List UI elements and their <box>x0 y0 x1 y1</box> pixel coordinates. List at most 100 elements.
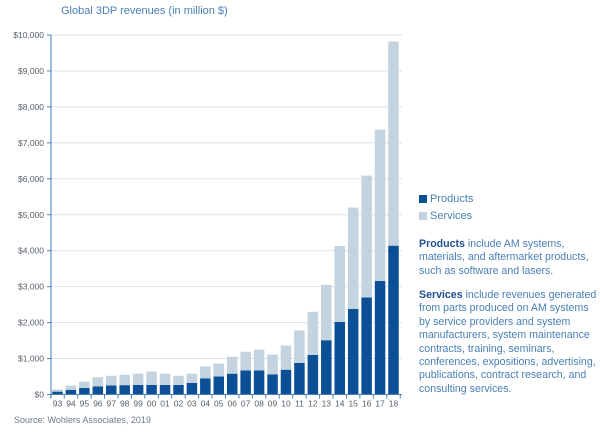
y-tick-label: $9,000 <box>18 66 44 76</box>
legend: Products Services <box>419 190 473 224</box>
bar-services-05 <box>213 363 225 377</box>
x-tick-label: 94 <box>66 399 76 409</box>
x-tick-label: 01 <box>160 399 170 409</box>
bar-products-17 <box>374 280 386 395</box>
bar-products-96 <box>92 386 104 395</box>
x-tick-label: 18 <box>389 399 399 409</box>
bar-services-97 <box>106 375 117 386</box>
x-tick-label: 14 <box>335 399 345 409</box>
bar-services-14 <box>334 246 345 322</box>
x-tick-label: 99 <box>133 399 143 409</box>
bar-products-03 <box>186 382 198 395</box>
bar-services-98 <box>119 374 130 386</box>
bar-products-14 <box>334 321 345 395</box>
legend-swatch-products <box>419 194 427 203</box>
services-term: Services <box>419 289 463 301</box>
bar-products-10 <box>280 369 292 395</box>
x-tick-label: 10 <box>281 399 291 409</box>
bar-services-00 <box>146 371 157 385</box>
bar-services-17 <box>374 129 386 281</box>
x-tick-label: 95 <box>80 399 90 409</box>
x-tick-label: 09 <box>268 399 278 409</box>
bar-products-09 <box>267 374 278 395</box>
bar-services-99 <box>132 373 144 385</box>
chart-title: Global 3DP revenues (in million $) <box>61 5 228 17</box>
bar-products-99 <box>132 384 144 395</box>
services-description: include revenues generated from parts pr… <box>419 289 597 395</box>
bar-services-01 <box>159 373 171 385</box>
services-definition: Services include revenues generated from… <box>419 289 599 396</box>
bar-products-04 <box>200 378 211 395</box>
bar-services-07 <box>240 351 251 371</box>
x-tick-label: 08 <box>254 399 264 409</box>
bar-products-08 <box>253 370 265 395</box>
bar-products-00 <box>146 384 157 395</box>
bar-services-02 <box>173 375 184 385</box>
products-definition: Products include AM systems, materials, … <box>419 238 599 278</box>
y-tick-label: $8,000 <box>18 102 44 112</box>
bar-services-06 <box>226 356 238 374</box>
bar-services-04 <box>200 366 211 379</box>
x-tick-label: 00 <box>147 399 157 409</box>
bar-services-93 <box>52 389 63 392</box>
y-tick-label: $1,000 <box>18 354 44 364</box>
bar-products-13 <box>321 340 332 395</box>
x-tick-label: 16 <box>362 399 372 409</box>
bar-services-18 <box>388 41 399 246</box>
bar-products-93 <box>52 391 63 395</box>
bar-services-96 <box>92 377 104 387</box>
bar-services-08 <box>253 349 265 371</box>
bar-products-11 <box>294 362 305 395</box>
legend-label-products: Products <box>430 192 474 205</box>
bar-services-15 <box>347 207 359 309</box>
x-tick-label: 04 <box>201 399 211 409</box>
x-tick-label: 02 <box>174 399 184 409</box>
products-description: include AM systems, materials, and after… <box>419 238 589 277</box>
x-tick-label: 98 <box>120 399 130 409</box>
bar-products-05 <box>213 376 225 395</box>
bar-products-98 <box>119 385 130 395</box>
x-tick-label: 93 <box>53 399 63 409</box>
bar-services-12 <box>307 311 319 355</box>
bar-products-02 <box>173 384 184 395</box>
y-axis-tick-labels: $0 $1,000 $2,000 $3,000 $4,000 $5,000 $6,000 $7… <box>13 30 44 400</box>
bar-services-09 <box>267 354 278 375</box>
legend-item-products: Products <box>419 190 473 207</box>
bar-products-12 <box>307 354 319 395</box>
bars <box>52 41 399 395</box>
bar-services-11 <box>294 330 305 363</box>
y-tick-label: $7,000 <box>18 138 44 148</box>
x-tick-label: 11 <box>295 399 304 409</box>
bar-products-01 <box>159 384 171 395</box>
bar-products-07 <box>240 370 251 395</box>
x-tick-label: 12 <box>308 399 318 409</box>
legend-item-services: Services <box>419 207 473 224</box>
y-tick-label: $10,000 <box>13 30 44 40</box>
legend-swatch-services <box>419 211 427 220</box>
bar-services-94 <box>65 385 77 390</box>
y-tick-label: $2,000 <box>18 318 44 328</box>
x-tick-label: 17 <box>375 399 385 409</box>
bar-products-97 <box>106 385 117 395</box>
y-tick-label: $6,000 <box>18 174 44 184</box>
x-tick-label: 03 <box>187 399 197 409</box>
x-axis-ticks: 93 94 95 96 97 98 99 00 01 02 03 04 05 06 07 08 09 10 11 12… <box>50 394 401 409</box>
x-tick-label: 15 <box>348 399 358 409</box>
bar-services-03 <box>186 373 198 383</box>
x-tick-label: 13 <box>322 399 332 409</box>
bar-services-16 <box>361 175 372 298</box>
bar-services-10 <box>280 345 292 370</box>
bar-products-06 <box>226 373 238 395</box>
bar-products-16 <box>361 297 372 395</box>
legend-label-services: Services <box>430 209 473 222</box>
bar-services-95 <box>79 381 90 389</box>
bar-products-18 <box>388 245 399 395</box>
bar-services-13 <box>321 284 332 341</box>
x-tick-label: 06 <box>227 399 237 409</box>
source-note: Source: Wohlers Associates, 2019 <box>14 415 151 425</box>
x-tick-label: 96 <box>93 399 103 409</box>
y-tick-label: $0 <box>35 390 45 400</box>
bar-products-95 <box>79 388 90 395</box>
x-tick-label: 97 <box>107 399 117 409</box>
